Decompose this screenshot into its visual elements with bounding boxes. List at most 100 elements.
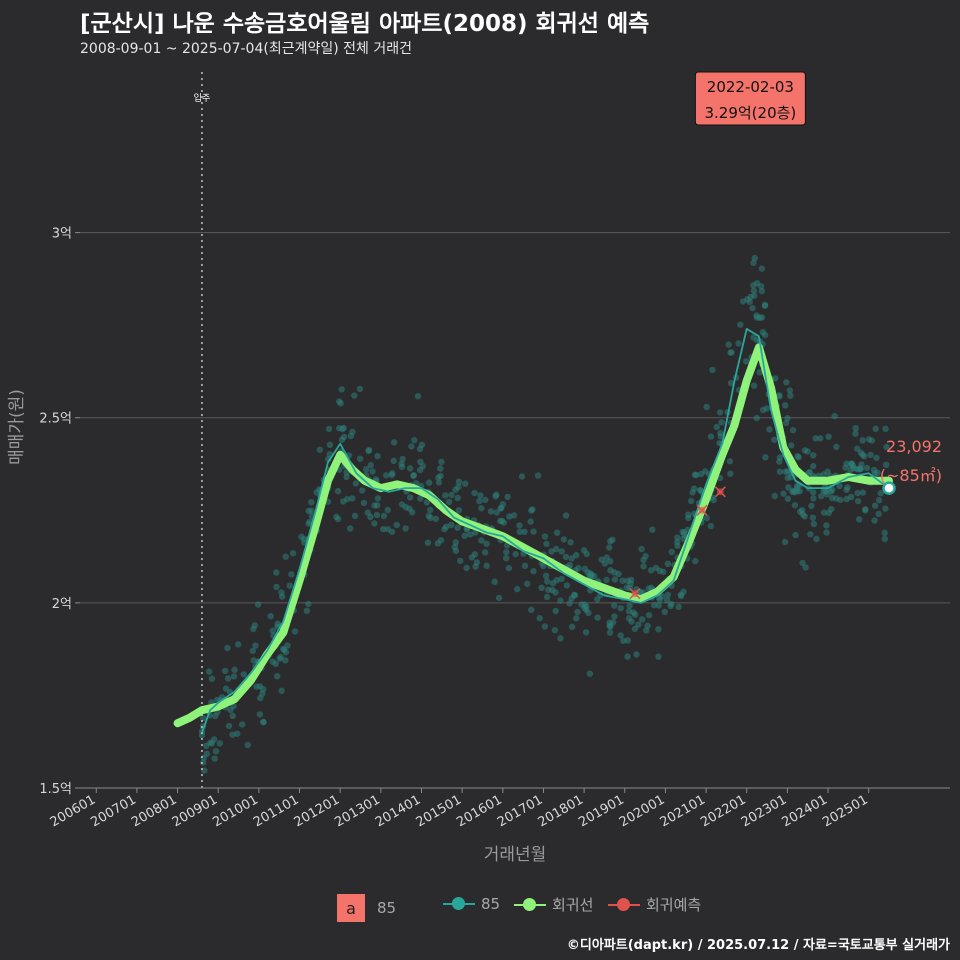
data-point (823, 529, 830, 536)
data-point (875, 510, 882, 518)
legend-area-swatch: a (337, 894, 365, 922)
data-point (273, 569, 280, 576)
data-point (717, 433, 724, 440)
data-point (524, 580, 531, 588)
data-point (617, 632, 624, 639)
data-point (804, 448, 811, 455)
data-point (664, 560, 672, 567)
data-point (211, 755, 218, 762)
data-point (750, 259, 757, 266)
data-point (448, 521, 455, 529)
data-point (836, 482, 843, 490)
data-point (623, 584, 630, 591)
data-point (761, 301, 769, 309)
data-point (452, 486, 459, 493)
data-point (282, 553, 289, 560)
data-point (558, 575, 565, 583)
data-point (352, 480, 360, 487)
data-point (528, 606, 535, 613)
legend-forecast-label: 회귀예측 (646, 896, 702, 914)
legend-area-85: a 85 (337, 894, 396, 922)
data-point (594, 596, 601, 603)
data-point (875, 497, 883, 504)
data-point (871, 517, 878, 524)
data-point (229, 712, 236, 719)
data-point (277, 653, 284, 661)
x-tick-label: 202201 (698, 792, 748, 830)
data-point (553, 529, 561, 536)
data-point (257, 694, 264, 702)
data-point (817, 435, 824, 442)
data-point (674, 534, 681, 541)
x-tick-label: 201701 (495, 792, 545, 830)
chart-title: [군산시] 나운 수송금호어울림 아파트(2008) 회귀선 예측 (80, 11, 650, 37)
data-point (635, 621, 642, 628)
legend-forecast: 회귀예측 (608, 894, 701, 915)
data-point (252, 642, 259, 649)
regression-line (173, 343, 893, 728)
x-tick-label: 202101 (658, 792, 708, 830)
x-tick-label: 201301 (332, 792, 382, 830)
annotation-value: 3.29억(20층) (704, 104, 796, 122)
data-point (476, 497, 483, 505)
data-point (256, 711, 264, 718)
data-point (848, 493, 855, 501)
data-point (410, 472, 418, 479)
data-point (438, 458, 445, 466)
data-point (549, 586, 556, 594)
x-tick-label: 201901 (576, 792, 626, 830)
move-in-label: 입주 (194, 92, 211, 104)
data-point (455, 507, 463, 514)
chart-plot: 입주 23,092 (~85㎡) 2022-02-03 3.29억(20층) 1… (7, 71, 950, 865)
data-point (680, 535, 687, 542)
data-point (645, 612, 653, 619)
data-point (771, 492, 778, 500)
data-point (389, 470, 396, 477)
y-tick-label: 2억 (52, 597, 72, 612)
legend-regression: 회귀선 (514, 894, 593, 915)
data-point (399, 455, 406, 463)
data-point (208, 675, 216, 682)
data-point (797, 508, 804, 515)
data-point (863, 464, 871, 472)
legend-regression-key (514, 895, 546, 915)
data-point (282, 657, 289, 664)
data-point (216, 740, 223, 747)
data-point (753, 414, 760, 422)
data-point (326, 441, 334, 448)
data-point (544, 578, 551, 585)
data-point (289, 550, 297, 557)
data-point (374, 452, 381, 460)
data-point (553, 545, 560, 553)
data-point (225, 722, 233, 730)
data-point (735, 340, 742, 347)
data-point (655, 626, 662, 633)
data-point (500, 519, 507, 526)
data-point (882, 425, 889, 432)
data-point (402, 525, 409, 532)
chart-subtitle: 2008-09-01 ~ 2025-07-04(최근계약일) 전체 거래건 (80, 41, 412, 57)
data-point (754, 280, 761, 287)
data-point (859, 437, 866, 444)
data-point (837, 496, 844, 504)
data-point (424, 539, 432, 546)
data-point (594, 614, 601, 621)
legend-trend-85-label: 85 (481, 895, 501, 913)
data-point (339, 425, 346, 433)
data-point (606, 544, 613, 551)
data-point (568, 623, 576, 630)
data-point (437, 465, 444, 472)
data-point (434, 540, 441, 547)
data-point (231, 666, 238, 673)
data-point (334, 487, 342, 495)
data-point (668, 548, 675, 556)
data-point (336, 398, 343, 405)
data-point (541, 533, 549, 540)
data-point (211, 736, 218, 743)
data-point (762, 454, 769, 461)
data-point (756, 369, 763, 376)
legend-trend-85: 85 (443, 894, 500, 914)
data-point (624, 577, 631, 584)
data-point (609, 619, 617, 626)
data-point (303, 607, 311, 614)
